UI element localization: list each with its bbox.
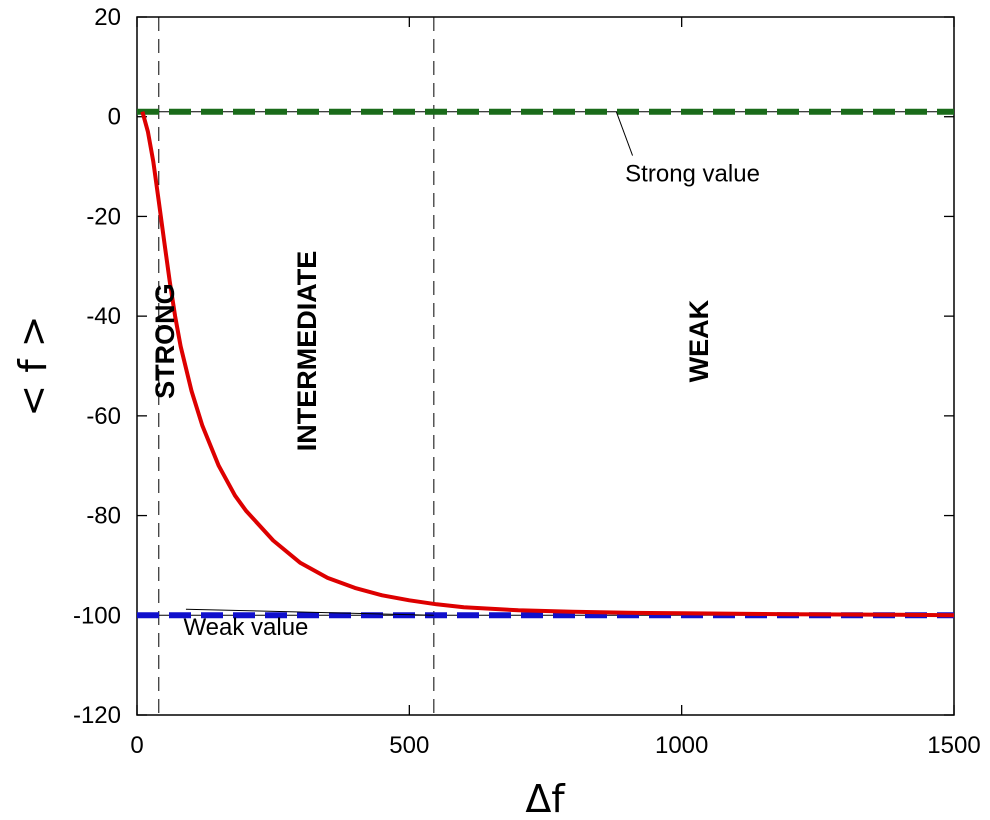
y-axis-label: < f >	[11, 315, 55, 416]
series-layer	[137, 108, 955, 619]
annotation-label: Weak value	[183, 614, 308, 641]
annotation-label: Strong value	[625, 161, 760, 188]
y-tick-label: -100	[73, 602, 121, 629]
y-tick-label: 20	[94, 4, 121, 31]
x-tick-label: 0	[130, 732, 143, 759]
ticks-layer: 0 500 1000 1500 20 0 -20 -40 -60 -80 -100 -120	[73, 4, 981, 759]
y-tick-label: -40	[86, 303, 121, 330]
region-label: INTERMEDIATE	[292, 251, 322, 452]
annotations-layer: Strong value Weak value	[183, 111, 760, 641]
y-tick-label: -80	[86, 503, 121, 530]
region-label: WEAK	[684, 299, 714, 382]
annotation-leader-line	[615, 111, 634, 156]
x-axis-label: Δf	[525, 777, 566, 820]
x-tick-label: 500	[389, 732, 429, 759]
x-tick-label: 1000	[655, 732, 708, 759]
vlines-layer	[158, 17, 435, 715]
y-tick-label: -20	[86, 203, 121, 230]
annotation-leader-line	[185, 608, 434, 616]
regions-layer: STRONG INTERMEDIATE WEAK	[150, 251, 714, 452]
x-tick-label: 1500	[927, 732, 980, 759]
region-label: STRONG	[150, 283, 180, 399]
y-tick-label: -120	[73, 702, 121, 729]
y-tick-label: -60	[86, 403, 121, 430]
y-tick-label: 0	[108, 104, 121, 131]
mean-curve-line	[140, 111, 955, 618]
plot-frame	[136, 16, 955, 716]
